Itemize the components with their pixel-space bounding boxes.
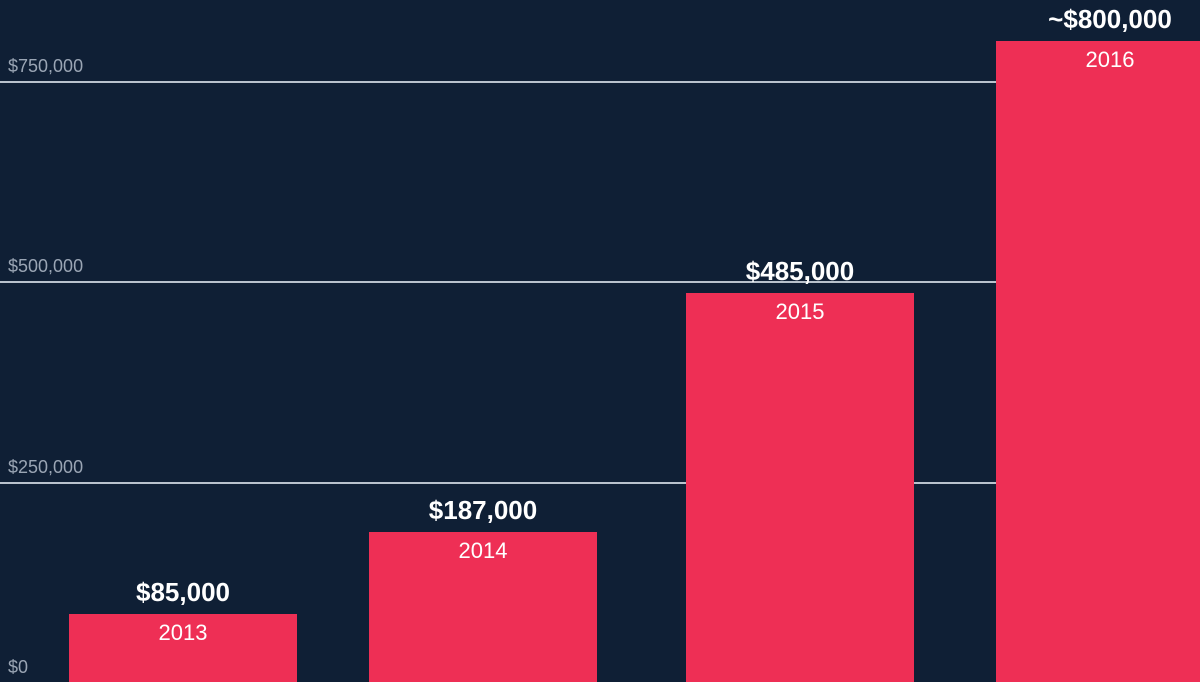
bar: $187,0002014 — [369, 532, 597, 682]
bar-value-label: $485,000 — [746, 256, 854, 287]
bar-value-label: $85,000 — [136, 577, 230, 608]
bar-category-label: 2014 — [459, 538, 508, 564]
y-tick-label: $500,000 — [8, 256, 83, 281]
y-tick-label: $0 — [8, 657, 28, 682]
bar-category-label: 2013 — [159, 620, 208, 646]
y-tick-label: $750,000 — [8, 56, 83, 81]
bar: $485,0002015 — [686, 293, 914, 682]
bar: ~$800,0002016 — [996, 41, 1200, 682]
bar-value-label: ~$800,000 — [1048, 4, 1172, 35]
bar: $85,0002013 — [69, 614, 297, 682]
bar-category-label: 2016 — [1086, 47, 1135, 73]
y-tick-label: $250,000 — [8, 457, 83, 482]
bar-value-label: $187,000 — [429, 495, 537, 526]
bar-category-label: 2015 — [776, 299, 825, 325]
bar-chart: $0$250,000$500,000$750,000$85,0002013$18… — [0, 0, 1200, 682]
